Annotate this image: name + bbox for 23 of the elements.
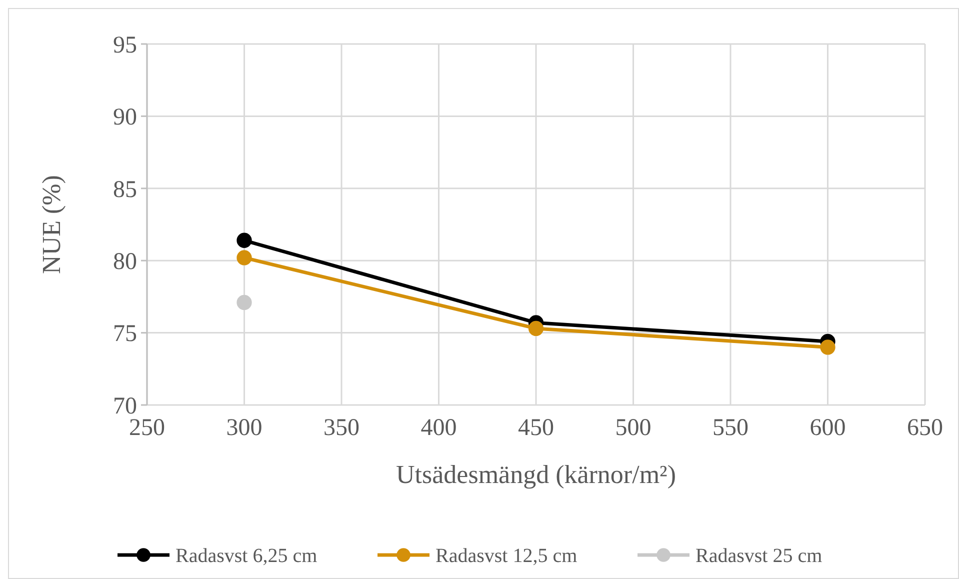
y-tick-label: 80 <box>113 249 137 275</box>
x-axis-title: Utsädesmängd (kärnor/m²) <box>396 460 676 489</box>
x-tick-label: 350 <box>324 415 360 441</box>
x-tick-label: 450 <box>518 415 554 441</box>
y-tick-label: 90 <box>113 104 137 131</box>
x-tick-label: 650 <box>907 415 943 441</box>
x-tick-label: 600 <box>810 415 846 441</box>
point <box>528 320 544 336</box>
y-axis-title: NUE (%) <box>37 175 66 274</box>
y-tick-label: 75 <box>113 321 137 348</box>
point <box>236 294 252 310</box>
x-tick-label: 500 <box>615 415 652 441</box>
legend-label: Radasvst 25 cm <box>696 545 823 567</box>
point <box>236 232 252 248</box>
y-tick-label: 95 <box>113 32 137 58</box>
x-tick-label: 400 <box>420 415 457 441</box>
point <box>820 340 836 355</box>
legend-label: Radasvst 6,25 cm <box>176 545 318 567</box>
point <box>236 250 252 266</box>
y-tick-label: 85 <box>113 176 137 203</box>
legend-label: Radasvst 12,5 cm <box>436 545 578 567</box>
x-tick-label: 550 <box>712 415 748 441</box>
x-tick-label: 300 <box>226 415 262 441</box>
